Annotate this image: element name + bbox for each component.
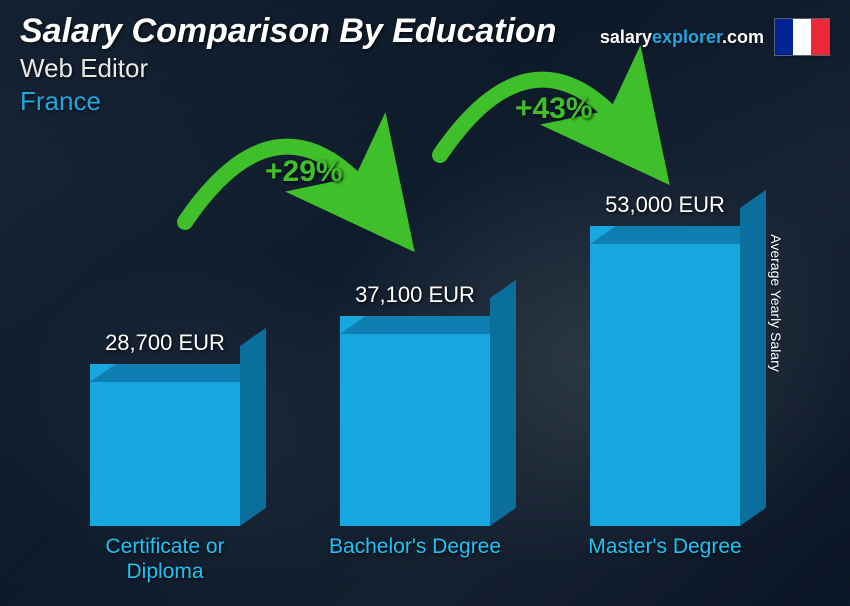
flag-icon — [774, 18, 830, 56]
bar-3d-1 — [340, 316, 490, 526]
brand-text: salaryexplorer.com — [600, 27, 764, 48]
brand-suffix: explorer — [652, 27, 722, 47]
bar-value-1: 37,100 EUR — [355, 282, 475, 308]
bar-group-0: 28,700 EUR Certificate or Diploma — [65, 330, 265, 526]
bar-3d-2 — [590, 226, 740, 526]
y-axis-label: Average Yearly Salary — [767, 234, 783, 372]
bar-value-0: 28,700 EUR — [105, 330, 225, 356]
brand-tld: .com — [722, 27, 764, 47]
bar-side-face — [740, 190, 766, 526]
bars-container: 28,700 EUR Certificate or Diploma 37,100… — [40, 130, 790, 526]
bar-label-1: Bachelor's Degree — [315, 534, 515, 559]
brand-prefix: salary — [600, 27, 652, 47]
bar-side-face — [490, 280, 516, 526]
increase-pct-0: +29% — [265, 155, 343, 189]
flag-stripe-3 — [811, 19, 829, 55]
flag-stripe-1 — [775, 19, 793, 55]
bar-label-0: Certificate or Diploma — [65, 534, 265, 584]
bar-group-2: 53,000 EUR Master's Degree — [565, 192, 765, 526]
chart-subtitle: Web Editor — [20, 53, 830, 84]
bar-value-2: 53,000 EUR — [605, 192, 725, 218]
bar-group-1: 37,100 EUR Bachelor's Degree — [315, 282, 515, 526]
brand-block: salaryexplorer.com — [600, 18, 830, 56]
chart-country: France — [20, 86, 830, 117]
bar-label-2: Master's Degree — [565, 534, 765, 559]
bar-side-face — [240, 328, 266, 526]
bar-front-face — [340, 316, 490, 526]
flag-stripe-2 — [793, 19, 811, 55]
bar-3d-0 — [90, 364, 240, 526]
chart-area: 28,700 EUR Certificate or Diploma 37,100… — [40, 130, 790, 586]
bar-front-face — [90, 364, 240, 526]
bar-front-face — [590, 226, 740, 526]
